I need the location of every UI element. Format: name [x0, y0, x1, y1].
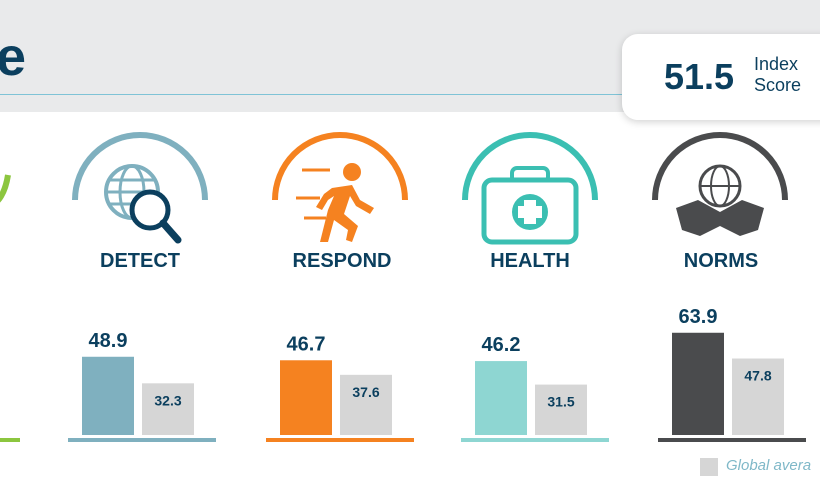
group-baseline-norms	[658, 438, 806, 442]
partial-arc-icon	[0, 174, 11, 203]
bar-detect	[82, 356, 134, 435]
group-baseline-respond	[266, 438, 414, 442]
legend-global-label: Global avera	[726, 457, 812, 474]
globe-magnifier-icon	[72, 132, 208, 244]
left-edge-baseline	[0, 438, 20, 442]
global-bar-detect	[142, 383, 194, 435]
header-divider	[0, 94, 640, 95]
index-score-card: 51.5 Index Score	[622, 34, 820, 120]
global-bar-respond	[340, 374, 392, 435]
globe-handshake-icon	[652, 132, 788, 236]
global-value-label-norms: 47.8	[744, 368, 771, 384]
global-value-label-health: 31.5	[547, 394, 574, 410]
page-title: e	[0, 27, 27, 87]
pillar-label-health: HEALTH	[490, 250, 570, 272]
global-bar-norms	[732, 358, 784, 435]
bar-value-label-respond: 46.7	[287, 333, 326, 355]
pillar-label-norms: NORMS	[683, 250, 759, 272]
bar-value-label-detect: 48.9	[89, 330, 128, 352]
bar-value-label-norms: 63.9	[679, 306, 718, 328]
pillar-label-detect: DETECT	[100, 250, 180, 272]
global-value-label-detect: 32.3	[154, 392, 181, 408]
bar-respond	[280, 360, 332, 435]
running-person-icon	[272, 132, 408, 242]
group-baseline-detect	[68, 438, 216, 442]
bar-health	[475, 361, 527, 435]
index-score-value: 51.5	[664, 56, 735, 97]
legend-global-swatch	[700, 458, 718, 476]
score-bar-chart: 48.9 32.3 46.7 37.6 46.2 31.5 63.9 47.8	[0, 306, 806, 442]
pillar-label-respond: RESPOND	[292, 250, 392, 272]
group-baseline-health	[461, 438, 609, 442]
bar-value-label-health: 46.2	[482, 334, 521, 356]
medical-kit-icon	[462, 132, 598, 245]
bar-norms	[672, 332, 724, 435]
global-value-label-respond: 37.6	[352, 384, 379, 400]
index-score-label: Index Score	[754, 54, 802, 95]
global-bar-health	[535, 384, 587, 435]
